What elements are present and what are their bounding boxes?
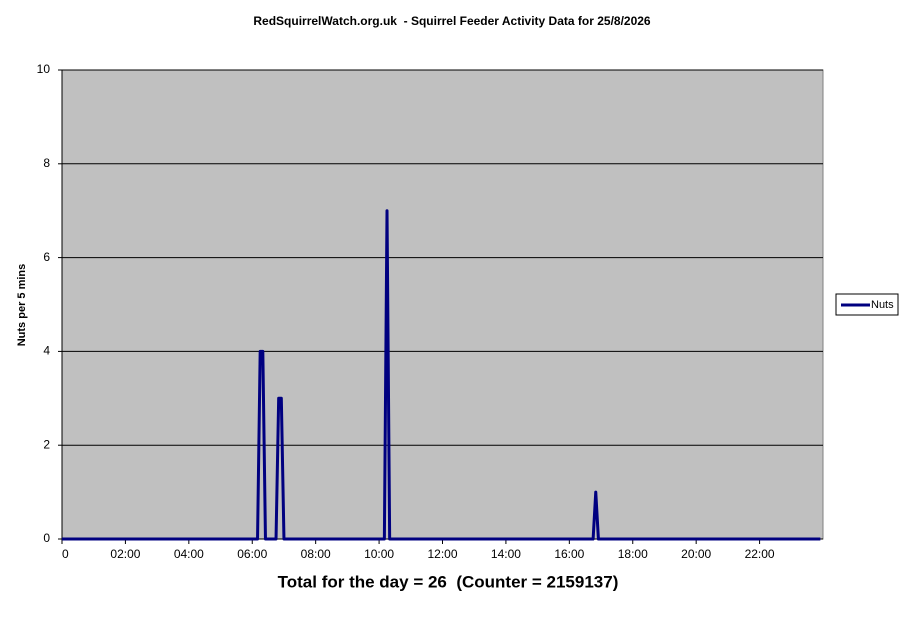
x-tick-label: 12:00 bbox=[427, 547, 457, 561]
y-tick-label: 10 bbox=[37, 62, 51, 76]
x-tick-label: 02:00 bbox=[110, 547, 140, 561]
y-tick-label: 2 bbox=[43, 437, 50, 451]
x-tick-label: 18:00 bbox=[618, 547, 648, 561]
x-tick-label: 16:00 bbox=[554, 547, 584, 561]
plot-area bbox=[61, 69, 824, 540]
x-tick-label: 0 bbox=[62, 547, 69, 561]
x-tick-label: 06:00 bbox=[237, 547, 267, 561]
chart-title: RedSquirrelWatch.org.uk - Squirrel Feede… bbox=[253, 14, 651, 28]
x-tick-label: 22:00 bbox=[745, 547, 775, 561]
annotation: Total for the day = 26 (Counter = 215913… bbox=[278, 572, 619, 591]
x-tick-label: 10:00 bbox=[364, 547, 394, 561]
x-tick-label: 14:00 bbox=[491, 547, 521, 561]
series-line bbox=[62, 209, 821, 541]
y-tick-label: 6 bbox=[43, 250, 50, 264]
y-axis-label: Nuts per 5 mins bbox=[16, 264, 28, 347]
y-tick-label: 8 bbox=[43, 156, 50, 170]
x-tick-label: 04:00 bbox=[174, 547, 204, 561]
y-tick-label: 0 bbox=[43, 531, 50, 545]
y-tick-label: 4 bbox=[43, 344, 50, 358]
x-tick-label: 20:00 bbox=[681, 547, 711, 561]
legend-label: Nuts bbox=[871, 299, 894, 311]
x-tick-label: 08:00 bbox=[301, 547, 331, 561]
